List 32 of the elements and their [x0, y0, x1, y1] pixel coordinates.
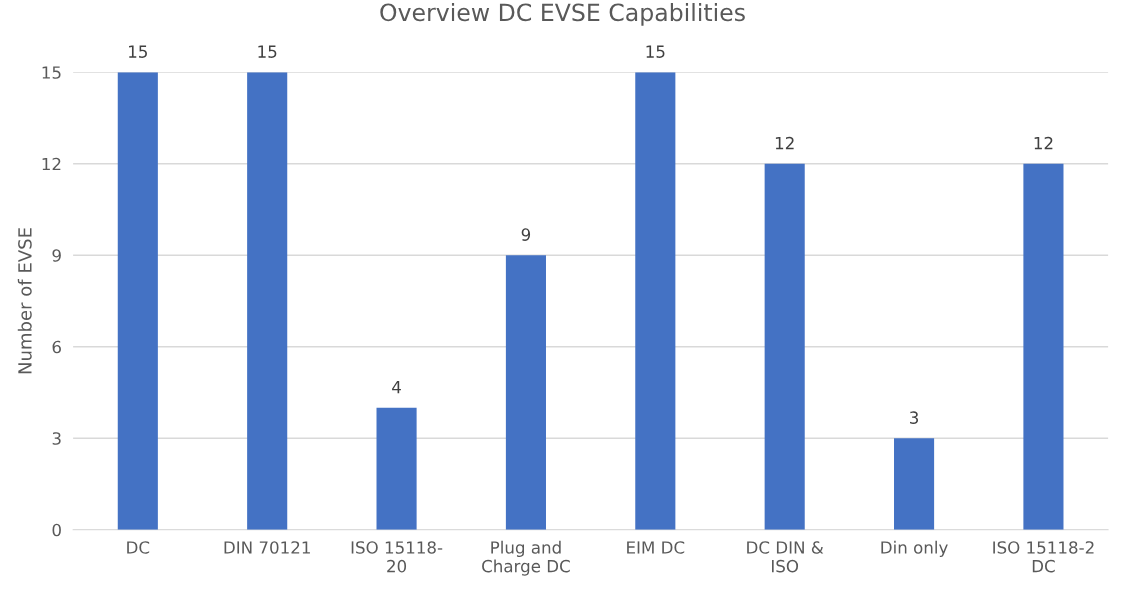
y-tick-label: 15	[42, 66, 61, 79]
x-tick-label: ISO 15118-20	[351, 541, 443, 573]
data-label: 12	[1034, 136, 1053, 150]
x-tick-label: EIM DC	[627, 541, 685, 554]
data-label: 12	[775, 136, 794, 150]
bar	[635, 72, 676, 530]
bar	[894, 438, 935, 530]
y-tick-label: 6	[52, 340, 61, 354]
bar	[505, 255, 546, 530]
x-tick-label: DIN 70121	[224, 541, 310, 554]
data-label: 9	[521, 228, 531, 241]
data-label: 3	[910, 411, 919, 424]
bar	[117, 72, 158, 530]
x-tick-label: Plug and Charge DC	[482, 540, 570, 576]
y-axis-title: Number of EVSE	[17, 228, 32, 374]
bar	[376, 407, 417, 530]
y-tick-label: 0	[52, 523, 61, 537]
data-label: 4	[392, 381, 401, 394]
x-tick-label: DC	[127, 541, 150, 554]
bar	[1023, 163, 1064, 530]
y-tick-label: 12	[42, 157, 61, 171]
data-label: 15	[646, 45, 665, 58]
x-tick-label: DC DIN & ISO	[747, 541, 824, 573]
chart-title: Overview DC EVSE Capabilities	[380, 3, 745, 26]
y-tick-label: 3	[52, 432, 61, 445]
x-tick-label: ISO 15118-2 DC	[993, 541, 1094, 573]
data-label: 15	[129, 45, 147, 58]
bar	[247, 72, 288, 530]
bar	[764, 163, 805, 530]
data-label: 15	[258, 45, 277, 58]
y-tick-label: 9	[52, 249, 61, 262]
x-tick-label: Din only	[881, 540, 948, 557]
